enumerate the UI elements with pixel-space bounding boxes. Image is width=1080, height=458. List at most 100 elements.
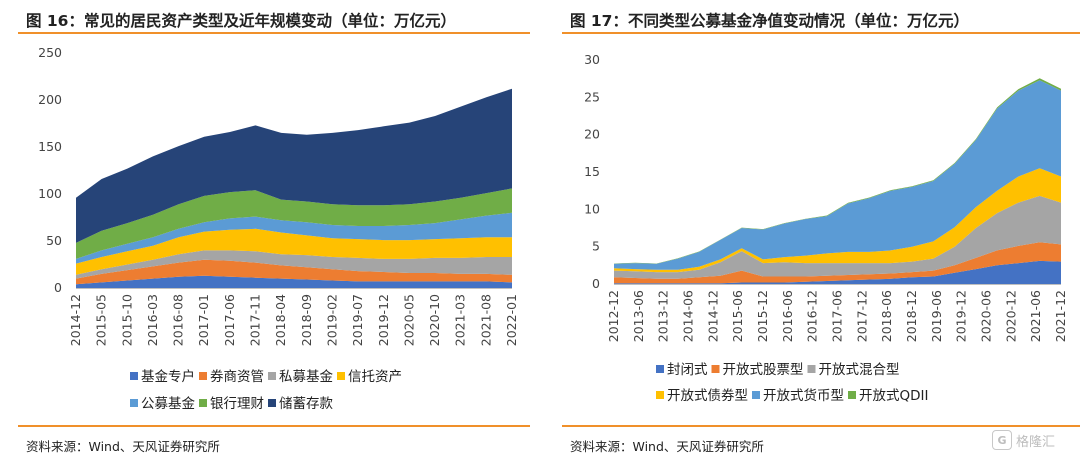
legend-swatch: [807, 365, 816, 373]
legend-label: 开放式股票型: [723, 362, 804, 378]
x-tick-label: 2019-02: [324, 294, 339, 346]
legend-swatch: [268, 399, 276, 407]
legend-swatch: [711, 365, 720, 373]
y-tick-label: 150: [38, 139, 62, 154]
y-tick-label: 25: [584, 89, 600, 104]
x-tick-label: 2021-03: [453, 294, 468, 346]
y-tick-label: 15: [584, 164, 600, 179]
x-tick-label: 2017-01: [196, 294, 211, 346]
x-tick-label: 2018-12: [904, 290, 919, 342]
legend-swatch: [848, 391, 856, 399]
x-tick-label: 2019-12: [376, 294, 391, 346]
x-tick-label: 2018-04: [273, 294, 288, 346]
x-tick-label: 2021-08: [478, 294, 493, 346]
legend-label: 信托资产: [348, 369, 402, 385]
legend-swatch: [268, 372, 276, 380]
right-stacked-area-chart: 0 5 10 15 20 25 30 2012-12 2013-06 2013-12 2014-06…: [584, 52, 1068, 404]
x-tick-label: 2020-12: [1003, 290, 1018, 342]
x-tick-label: 2020-05: [401, 294, 416, 346]
x-tick-label: 2019-12: [954, 290, 969, 342]
y-tick-label: 0: [54, 280, 62, 295]
legend-label: 开放式QDII: [859, 388, 928, 404]
legend-label: 基金专户: [141, 368, 195, 385]
x-tick-label: 2013-06: [631, 290, 646, 342]
legend-label: 公募基金: [141, 395, 195, 412]
y-tick-label: 5: [592, 239, 600, 254]
legend-swatch: [337, 372, 345, 380]
right-source-text: 资料来源：Wind、天风证券研究所: [570, 439, 764, 454]
watermark-label: 格隆汇: [1016, 434, 1056, 450]
area-series-2: [76, 250, 512, 279]
left-chart-title: 图 16：常见的居民资产类型及近年规模变动（单位：万亿元）: [26, 12, 456, 30]
legend-swatch: [199, 372, 207, 380]
area-series-4: [614, 80, 1061, 270]
y-tick-label: 20: [584, 127, 600, 142]
x-tick-label: 2019-06: [929, 290, 944, 342]
left-stacked-area-chart: 0 50 100 150 200 250 2014-12 2015-05 2015-10 2016…: [38, 45, 519, 412]
legend-label: 私募基金: [279, 368, 333, 385]
x-tick-label: 2015-06: [730, 290, 745, 342]
y-tick-label: 100: [38, 186, 62, 201]
x-tick-label: 2020-06: [979, 290, 994, 342]
legend-label: 开放式债券型: [667, 388, 748, 404]
y-tick-label: 10: [584, 201, 600, 216]
y-tick-label: 30: [584, 52, 600, 67]
area-series-3: [614, 168, 1061, 273]
legend-label: 券商资管: [210, 369, 264, 385]
x-tick-label: 2018-06: [879, 290, 894, 342]
x-tick-label: 2016-03: [145, 294, 160, 346]
x-tick-label: 2014-12: [705, 290, 720, 342]
gelonghui-logo-icon: G: [992, 430, 1012, 450]
left-source-text: 资料来源：Wind、天风证券研究所: [26, 439, 220, 454]
area-series-5: [76, 188, 512, 259]
x-tick-label: 2019-07: [350, 294, 365, 346]
x-tick-label: 2021-06: [1028, 290, 1043, 342]
x-tick-label: 2020-10: [427, 294, 442, 346]
area-series-1: [76, 259, 512, 285]
area-series-3: [76, 228, 512, 275]
legend-label: 储蓄存款: [279, 396, 333, 412]
y-tick-label: 250: [38, 45, 62, 60]
right-chart-title: 图 17：不同类型公募基金净值变动情况（单位：万亿元）: [570, 12, 969, 30]
legend-swatch: [199, 399, 207, 407]
x-tick-label: 2014-06: [681, 290, 696, 342]
legend-label: 银行理财: [210, 396, 264, 412]
left-title-rule: [18, 32, 530, 34]
legend-swatch: [130, 399, 138, 407]
y-tick-label: 200: [38, 92, 62, 107]
watermark: G 格隆汇: [992, 426, 1074, 454]
legend-swatch: [656, 391, 664, 399]
x-tick-label: 2021-12: [1053, 290, 1068, 342]
x-tick-label: 2012-12: [606, 290, 621, 342]
x-tick-label: 2015-12: [755, 290, 770, 342]
area-series-4: [76, 212, 512, 264]
right-title-rule: [562, 32, 1080, 34]
x-tick-label: 2015-05: [94, 294, 109, 346]
area-series-0: [76, 275, 512, 288]
x-tick-label: 2017-12: [854, 290, 869, 342]
x-tick-label: 2018-09: [299, 294, 314, 346]
x-tick-label: 2015-10: [119, 294, 134, 346]
legend-swatch: [752, 391, 760, 399]
x-tick-label: 2017-11: [248, 294, 263, 346]
x-tick-label: 2013-12: [656, 290, 671, 342]
x-tick-label: 2017-06: [830, 290, 845, 342]
legend-label: 开放式货币型: [763, 387, 844, 404]
x-tick-label: 2022-01: [504, 294, 519, 346]
left-chart-panel: 图 16：常见的居民资产类型及近年规模变动（单位：万亿元） 0 50 100 150 2…: [0, 0, 530, 458]
legend-swatch: [130, 372, 138, 380]
legend-label: 封闭式: [667, 362, 708, 378]
area-series-1: [614, 242, 1061, 284]
right-source-rule: [562, 425, 1080, 427]
right-chart-panel: 图 17：不同类型公募基金净值变动情况（单位：万亿元） 0 5 10 15 20 25 30…: [558, 0, 1080, 458]
x-tick-label: 2016-06: [780, 290, 795, 342]
legend-swatch: [656, 365, 664, 373]
area-series-2: [614, 195, 1061, 279]
y-tick-label: 0: [592, 276, 600, 291]
legend-label: 开放式混合型: [819, 362, 900, 378]
y-tick-label: 50: [46, 233, 62, 248]
x-tick-label: 2016-08: [171, 294, 186, 346]
area-series-6: [76, 88, 512, 243]
x-tick-label: 2016-12: [805, 290, 820, 342]
left-source-rule: [18, 425, 530, 427]
